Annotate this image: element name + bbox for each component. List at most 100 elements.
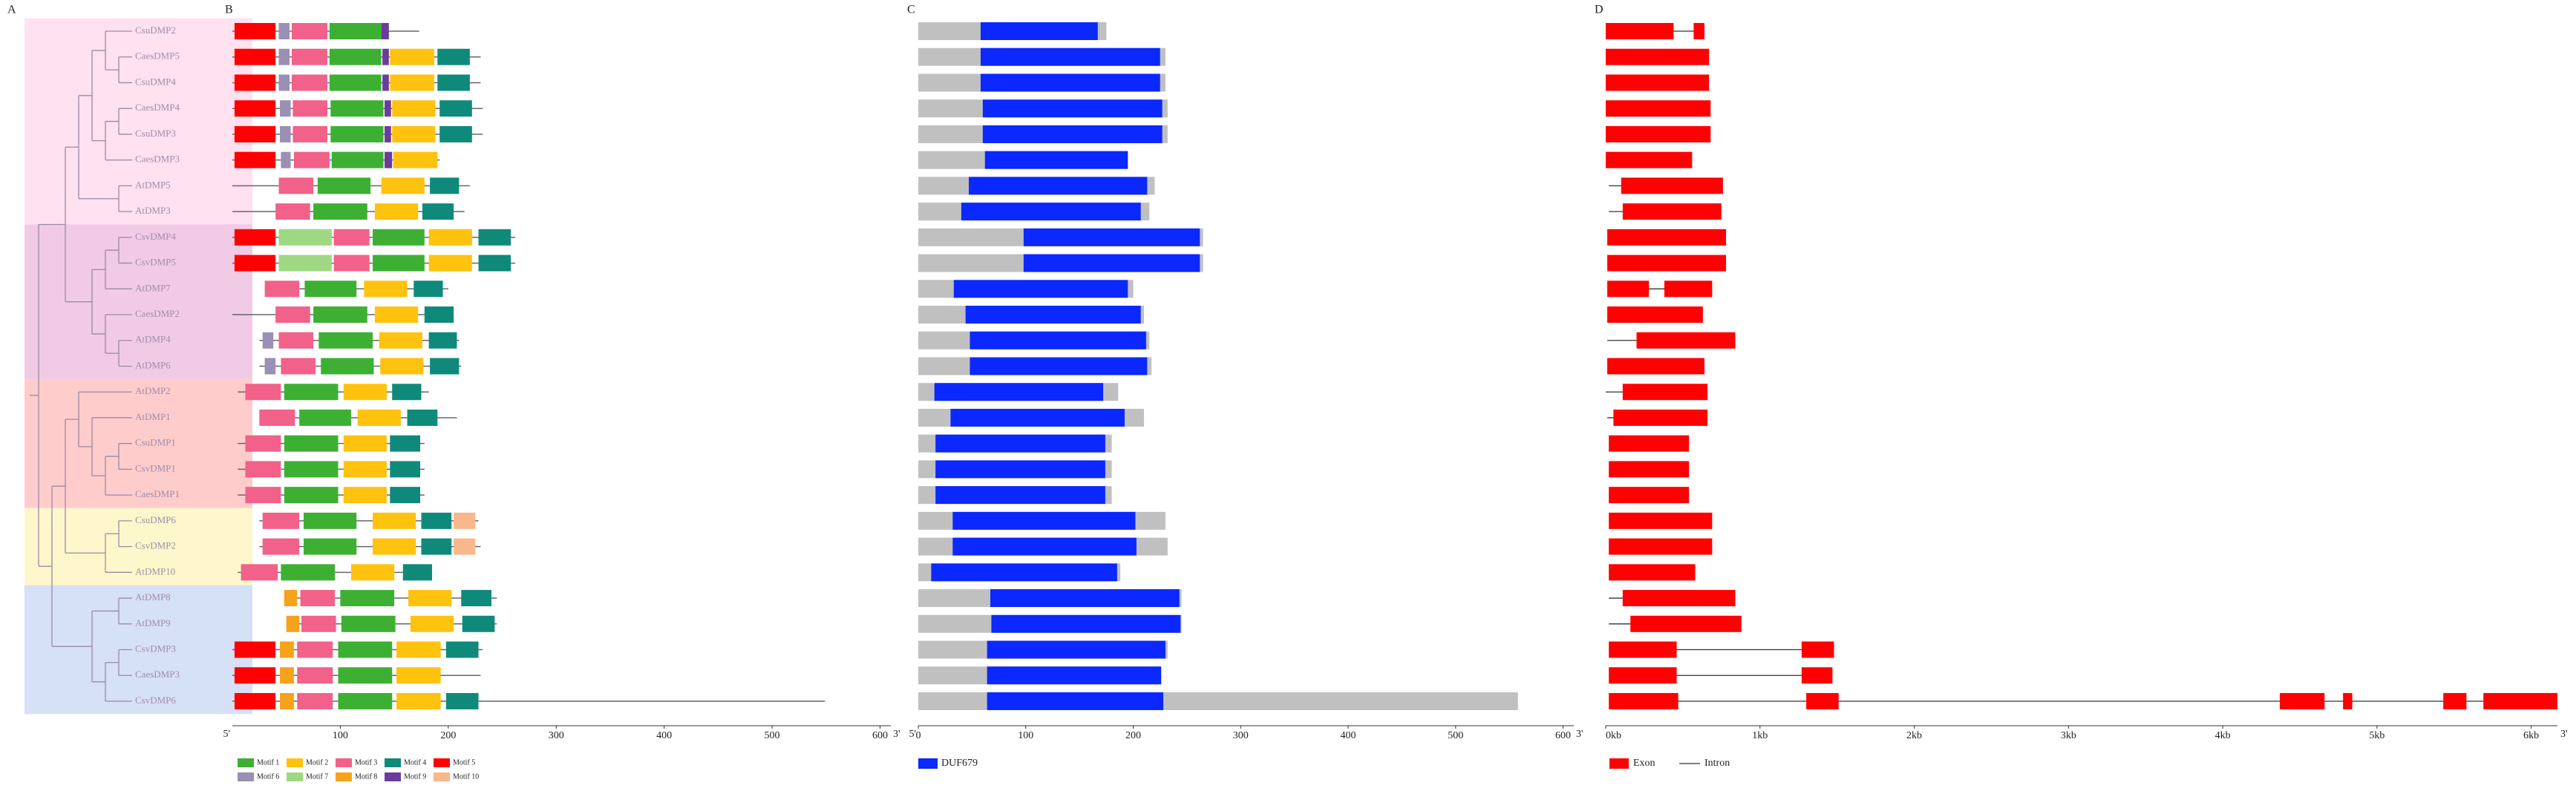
motif-block (390, 435, 421, 452)
panel-label: C (907, 4, 915, 16)
legend-swatch (434, 758, 450, 767)
motif-block (234, 48, 276, 65)
legend-swatch (434, 772, 450, 781)
panel-label: B (225, 4, 233, 16)
legend-label: Motif 9 (404, 772, 426, 781)
exon (1606, 48, 1710, 65)
legend-label: Motif 1 (257, 758, 279, 767)
motif-block (338, 667, 393, 684)
exon (1609, 435, 1690, 452)
leaf-label: CaesDMP5 (135, 50, 180, 62)
exon (1621, 177, 1723, 194)
exon (1606, 100, 1711, 117)
domain-bar (934, 383, 1103, 401)
exon (1609, 564, 1696, 581)
exon (1636, 332, 1736, 349)
motif-block (445, 641, 479, 658)
x-tick-label: 500 (765, 730, 780, 741)
motif-block (303, 538, 357, 555)
motif-block (291, 48, 327, 65)
legend-label: Motif 10 (453, 772, 479, 781)
motif-block (275, 203, 310, 220)
motif-block (264, 280, 300, 298)
motif-block (284, 461, 339, 478)
leaf-label: AtDMP9 (135, 617, 171, 628)
motif-block (392, 100, 436, 117)
motif-block (461, 590, 491, 607)
x-tick-label: 4kb (2215, 730, 2231, 741)
motif-block (292, 125, 327, 142)
exon (1607, 358, 1704, 375)
motif-block (234, 692, 276, 709)
motif-block (318, 332, 373, 349)
motif-block (333, 229, 370, 246)
motif-block (413, 280, 443, 298)
axis-end-label: 3' (1576, 729, 1583, 740)
motif-block (234, 100, 276, 117)
motif-block (454, 538, 476, 555)
motif-block (424, 306, 454, 324)
leaf-label: CaesDMP3 (135, 669, 180, 680)
exon (1606, 74, 1710, 91)
domain-bar (1023, 228, 1200, 246)
domain-bar (982, 99, 1163, 118)
motif-block (278, 23, 290, 39)
domain-bar (931, 563, 1117, 582)
legend-swatch (287, 758, 303, 767)
motif-block (462, 615, 495, 632)
exon (1606, 23, 1674, 39)
motif-block (234, 229, 276, 246)
exon (1693, 23, 1704, 39)
motif-block (385, 100, 391, 117)
motif-block (313, 306, 367, 324)
leaf-label: CsuDMP2 (135, 24, 176, 36)
legend-label: Motif 3 (355, 758, 377, 767)
legend-label: Exon (1633, 758, 1655, 769)
motif-block (396, 692, 441, 709)
domain-bar (952, 511, 1136, 530)
legend-label: Motif 6 (257, 772, 279, 781)
legend-label: Motif 5 (453, 758, 475, 767)
leaf-label: CsvDMP5 (135, 257, 176, 268)
domain-bar (965, 306, 1141, 324)
x-tick-label: 0kb (1606, 730, 1621, 741)
motif-block (374, 203, 419, 220)
motif-block (278, 255, 332, 272)
motif-block (392, 125, 436, 142)
exon (1607, 306, 1703, 324)
leaf-label: CsuDMP4 (135, 76, 176, 87)
exon (2483, 692, 2557, 709)
motif-block (284, 435, 339, 452)
legend-label: Intron (1704, 758, 1730, 769)
exon (1609, 538, 1713, 555)
leaf-label: CsvDMP2 (135, 540, 176, 551)
x-tick-label: 200 (1125, 730, 1141, 741)
panel-label: A (7, 4, 16, 16)
exon (2279, 692, 2325, 709)
exon (1609, 667, 1677, 684)
domain-bar (984, 151, 1128, 169)
legend-label: Motif 8 (355, 772, 377, 781)
motif-block (379, 332, 422, 349)
leaf-label: AtDMP4 (135, 334, 171, 345)
exon (1664, 280, 1713, 298)
exon (1801, 641, 1834, 658)
motif-block (439, 125, 472, 142)
motif-block (284, 590, 298, 607)
exon (1630, 615, 1742, 632)
exon (2443, 692, 2467, 709)
leaf-label: AtDMP10 (135, 565, 175, 577)
domain-bar (987, 666, 1162, 685)
motif-block (262, 512, 300, 529)
motif-block (396, 641, 441, 658)
axis-start-label: 5' (223, 729, 230, 740)
x-tick-label: 2kb (1906, 730, 1922, 741)
leaf-label: AtDMP5 (135, 179, 171, 190)
motif-block (422, 203, 454, 220)
x-tick-label: 6kb (2523, 730, 2539, 741)
motif-block (350, 564, 395, 581)
motif-block (279, 692, 294, 709)
exon (1607, 255, 1727, 272)
motif-block (291, 23, 327, 39)
exon (1801, 667, 1833, 684)
